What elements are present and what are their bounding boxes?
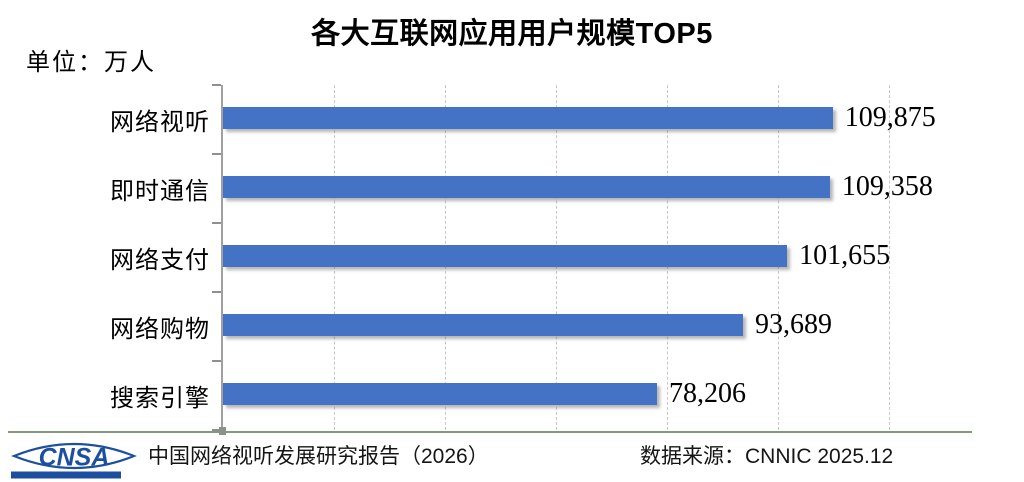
axis-tick — [212, 84, 221, 86]
bar-row: 78,206 — [223, 361, 1000, 430]
gridline — [889, 85, 890, 430]
axis-tick — [212, 360, 221, 362]
bar — [223, 383, 658, 405]
bar — [223, 176, 830, 198]
unit-label: 单位：万人 — [26, 50, 156, 76]
category-label: 网络购物 — [110, 317, 210, 343]
bar — [223, 107, 833, 129]
plot-area: 109,875 109,358 101,655 93,689 78,206 — [212, 84, 1000, 432]
footer-divider-line — [8, 431, 972, 433]
bar-row: 109,875 — [223, 85, 1000, 154]
axis-tick — [212, 429, 221, 431]
report-source-label: 中国网络视听发展研究报告（2026） — [148, 445, 489, 468]
value-label: 109,875 — [844, 102, 936, 133]
bar-row: 109,358 — [223, 154, 1000, 223]
bar-row: 101,655 — [223, 223, 1000, 292]
cnsa-logo-text: CNSA — [39, 444, 110, 472]
value-label: 109,358 — [841, 171, 933, 202]
value-label: 101,655 — [799, 240, 891, 271]
y-axis-line — [221, 85, 223, 432]
axis-tick — [212, 222, 221, 224]
bar-row: 93,689 — [223, 292, 1000, 361]
category-label: 网络视听 — [110, 110, 210, 136]
value-label: 78,206 — [669, 378, 747, 409]
value-label: 93,689 — [754, 309, 832, 340]
category-label: 搜索引擎 — [110, 386, 210, 412]
bar — [223, 314, 743, 336]
chart-title: 各大互联网应用用户规模TOP5 — [311, 18, 713, 50]
data-source-label: 数据来源：CNNIC 2025.12 — [640, 445, 894, 468]
bar — [223, 245, 788, 267]
axis-tick — [212, 291, 221, 293]
cnsa-logo-icon: CNSA — [11, 442, 137, 479]
category-label: 即时通信 — [110, 179, 210, 205]
axis-end-tick — [219, 427, 226, 435]
category-label: 网络支付 — [110, 248, 210, 274]
axis-tick — [212, 153, 221, 155]
